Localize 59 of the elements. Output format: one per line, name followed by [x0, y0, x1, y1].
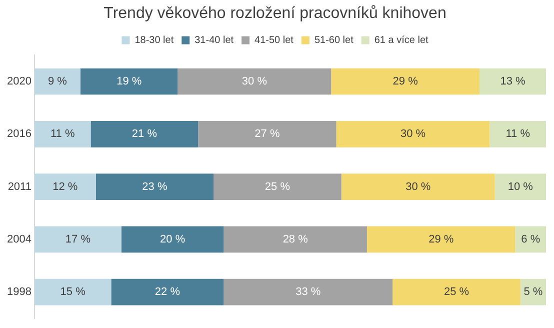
bar: [34, 68, 81, 95]
y-tick-label: 1998: [6, 286, 32, 298]
data-label: 15 %: [60, 286, 86, 298]
bar: [490, 121, 546, 148]
bar: [80, 68, 178, 95]
bar: [96, 174, 214, 200]
data-label: 19 %: [116, 76, 142, 88]
y-tick-label: 2011: [8, 180, 32, 193]
data-label: 30 %: [242, 76, 268, 88]
data-label: 33 %: [296, 286, 321, 298]
data-label: 21 %: [132, 128, 158, 140]
data-label: 29 %: [392, 76, 418, 88]
legend-label: 41-50 let: [254, 34, 294, 46]
data-label: 5 %: [524, 286, 543, 298]
bar: [90, 121, 198, 148]
bar: [331, 68, 480, 95]
bar: [198, 121, 336, 148]
bar: [392, 278, 520, 306]
legend-label: 51-60 let: [314, 34, 354, 46]
bar: [224, 278, 393, 306]
bar: [214, 174, 342, 200]
data-label: 12 %: [52, 180, 78, 193]
bar: [34, 226, 122, 253]
data-label: 11 %: [506, 128, 530, 140]
data-label: 10 %: [508, 180, 534, 193]
bar: [336, 121, 490, 148]
data-label: 13 %: [500, 76, 526, 88]
bar: [34, 174, 96, 200]
data-label: 30 %: [406, 180, 431, 193]
data-label: 20 %: [160, 233, 186, 246]
data-label: 30 %: [400, 128, 426, 140]
bar: [34, 121, 91, 148]
legend-label: 18-30 let: [134, 34, 174, 46]
legend-label: 61 a více let: [374, 34, 429, 46]
bar: [366, 226, 516, 253]
y-tick-label: 2020: [6, 76, 32, 88]
bar: [111, 278, 224, 306]
data-label: 6 %: [521, 233, 540, 246]
y-tick-label: 2016: [6, 128, 32, 140]
bar: [34, 278, 112, 306]
legend-label: 31-40 let: [194, 34, 234, 46]
data-label: 25 %: [264, 180, 290, 193]
data-label: 23 %: [142, 180, 168, 193]
data-label: 29 %: [428, 233, 454, 246]
data-label: 17 %: [65, 233, 91, 246]
data-label: 25 %: [444, 286, 470, 298]
bar: [178, 68, 332, 95]
bar: [480, 68, 546, 95]
data-label: 9 %: [48, 76, 68, 88]
bar: [494, 174, 546, 200]
bar: [224, 226, 367, 253]
y-tick-label: 2004: [6, 233, 32, 246]
data-label: 28 %: [282, 233, 308, 246]
data-label: 11 %: [50, 128, 75, 140]
data-label: 27 %: [254, 128, 280, 140]
bar: [121, 226, 224, 253]
bar: [341, 174, 495, 200]
data-label: 22 %: [154, 286, 180, 298]
chart-title: Trendy věkového rozložení pracovníků knihoven: [104, 5, 446, 22]
